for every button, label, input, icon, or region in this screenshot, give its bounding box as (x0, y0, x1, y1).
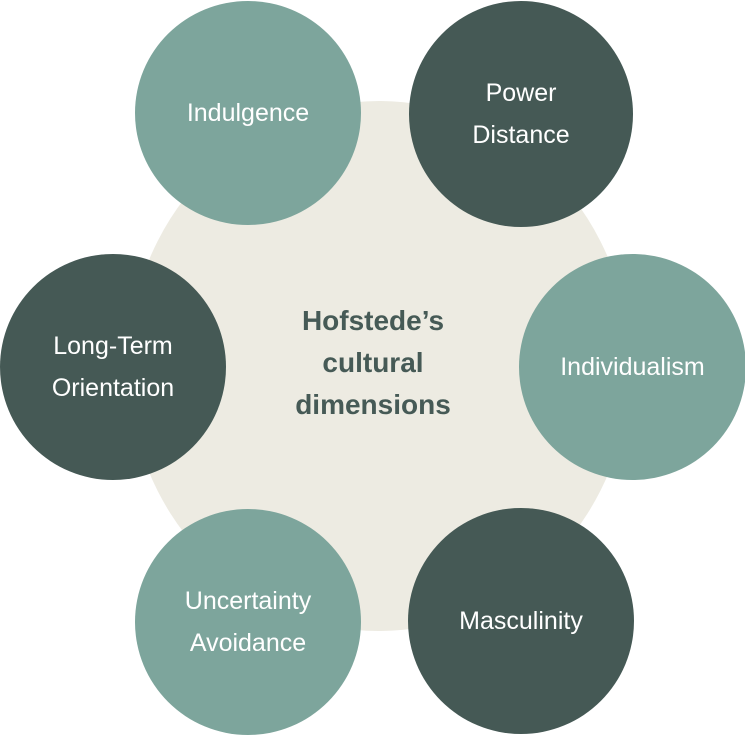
title-line-3: dimensions (295, 389, 451, 420)
dimension-label-long-term-orientation-line-1: Long-Term (53, 332, 173, 360)
diagram-title: Hofstede’s cultural dimensions (248, 300, 498, 426)
title-line-1: Hofstede’s (301, 305, 445, 336)
dimension-node-uncertainty-avoidance: Uncertainty Avoidance (135, 509, 361, 735)
dimension-label-uncertainty-avoidance-line-1: Uncertainty (184, 587, 312, 615)
title-line-2: cultural (322, 347, 424, 378)
dimension-label-power-distance-line-1: Power (485, 79, 557, 107)
dimension-label-power-distance-line-2: Distance (472, 121, 570, 149)
dimension-label-individualism: Individualism (560, 353, 705, 381)
dimension-label-masculinity: Masculinity (459, 607, 583, 635)
dimension-label-long-term-orientation-line-2: Orientation (51, 374, 175, 402)
dimension-label-uncertainty-avoidance-line-2: Avoidance (189, 629, 307, 657)
dimension-node-masculinity: Masculinity (408, 508, 634, 734)
dimension-node-long-term-orientation: Long-Term Orientation (0, 254, 226, 480)
dimension-node-indulgence: Indulgence (135, 1, 361, 225)
dimension-node-individualism: Individualism (519, 254, 745, 480)
dimension-label-indulgence: Indulgence (186, 99, 310, 127)
dimension-node-power-distance: Power Distance (409, 1, 633, 227)
